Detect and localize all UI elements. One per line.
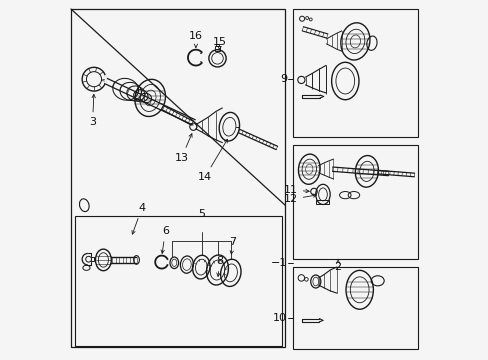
Bar — [75, 216, 281, 346]
Text: 2: 2 — [334, 259, 341, 272]
Bar — [71, 9, 285, 347]
Text: 15: 15 — [213, 37, 226, 50]
Text: 12: 12 — [283, 194, 316, 204]
Text: −1: −1 — [270, 258, 286, 268]
Bar — [214, 46, 220, 51]
Bar — [316, 200, 329, 204]
Bar — [292, 9, 417, 137]
Bar — [91, 257, 94, 261]
Text: 3: 3 — [89, 94, 96, 127]
Bar — [292, 267, 417, 349]
Text: 4: 4 — [132, 203, 145, 234]
Text: 14: 14 — [198, 139, 227, 182]
Text: 10: 10 — [272, 312, 286, 323]
Text: 8: 8 — [216, 256, 223, 276]
Bar — [292, 145, 417, 259]
Bar — [215, 44, 219, 46]
Text: 11: 11 — [283, 185, 308, 195]
Text: 16: 16 — [188, 31, 203, 48]
Text: 7: 7 — [229, 237, 236, 254]
Text: 5: 5 — [198, 209, 205, 219]
Text: 6: 6 — [161, 226, 168, 253]
Text: 13: 13 — [174, 134, 192, 163]
Text: 9: 9 — [279, 74, 286, 84]
